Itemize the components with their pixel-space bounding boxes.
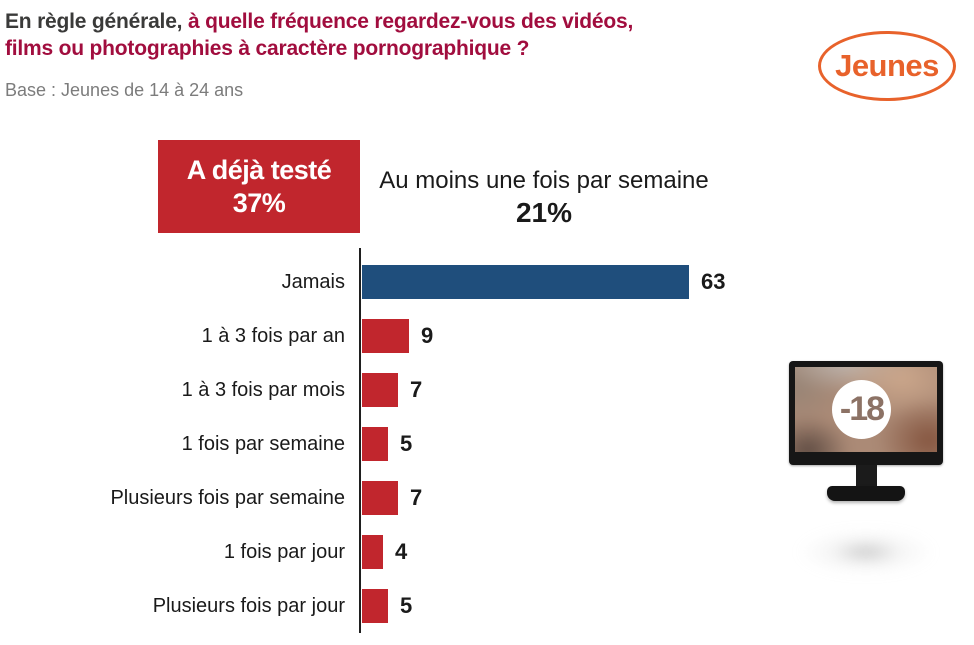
minus-18-label: -18 xyxy=(839,390,885,428)
bar xyxy=(362,373,398,407)
category-label: Jamais xyxy=(281,270,345,293)
chart-row: 1 à 3 fois par an 9 xyxy=(0,309,780,363)
chart-row: Jamais 63 xyxy=(0,255,780,309)
value-label: 63 xyxy=(701,269,726,294)
chart-row: 1 fois par jour 4 xyxy=(0,525,780,579)
bar xyxy=(362,427,388,461)
monitor-illustration: -18 xyxy=(789,361,943,591)
category-label: 1 à 3 fois par mois xyxy=(181,378,345,401)
weekly-callout-label: Au moins une fois par semaine xyxy=(379,167,709,194)
value-label: 7 xyxy=(410,485,423,510)
tested-callout: A déjà testé 37% xyxy=(158,140,360,233)
tested-callout-value: 37% xyxy=(232,187,286,218)
category-label: Plusieurs fois par jour xyxy=(152,594,345,617)
base-note: Base : Jeunes de 14 à 24 ans xyxy=(5,80,244,100)
chart-row: 1 fois par semaine 5 xyxy=(0,417,780,471)
title-question-line1: à quelle fréquence regardez-vous des vid… xyxy=(187,10,634,33)
page-title: En règle générale, à quelle fréquence re… xyxy=(5,8,695,62)
monitor-shadow xyxy=(797,529,935,575)
title-question-line2: films ou photographies à caractère porno… xyxy=(5,37,530,60)
bar xyxy=(362,481,398,515)
value-label: 4 xyxy=(395,539,408,564)
weekly-callout-value: 21% xyxy=(515,197,573,228)
jeunes-badge-label: Jeunes xyxy=(835,48,939,83)
category-label: 1 à 3 fois par an xyxy=(201,324,345,347)
minus-18-icon: -18 xyxy=(832,380,891,439)
title-intro: En règle générale, xyxy=(5,10,188,33)
bar xyxy=(362,589,388,623)
monitor-screen: -18 xyxy=(795,367,937,452)
value-label: 5 xyxy=(400,431,413,456)
monitor-base xyxy=(827,486,905,501)
bar xyxy=(362,535,383,569)
category-label: 1 fois par semaine xyxy=(181,432,345,455)
value-label: 9 xyxy=(421,323,434,348)
category-label: 1 fois par jour xyxy=(223,540,345,563)
weekly-callout: Au moins une fois par semaine 21% xyxy=(360,166,728,230)
tested-callout-label: A déjà testé xyxy=(186,154,332,185)
y-axis-line xyxy=(359,248,361,633)
value-label: 5 xyxy=(400,593,413,618)
chart-row: 1 à 3 fois par mois 7 xyxy=(0,363,780,417)
value-label: 7 xyxy=(410,377,423,402)
chart-row: Plusieurs fois par jour 5 xyxy=(0,579,780,633)
monitor-frame: -18 xyxy=(789,361,943,465)
bar xyxy=(362,265,689,299)
monitor-stand xyxy=(855,465,877,486)
bar xyxy=(362,319,409,353)
chart-row: Plusieurs fois par semaine 7 xyxy=(0,471,780,525)
bar-chart: Jamais 63 1 à 3 fois par an 9 1 à 3 fois… xyxy=(0,255,780,633)
jeunes-badge: Jeunes xyxy=(818,31,956,101)
category-label: Plusieurs fois par semaine xyxy=(110,486,345,509)
